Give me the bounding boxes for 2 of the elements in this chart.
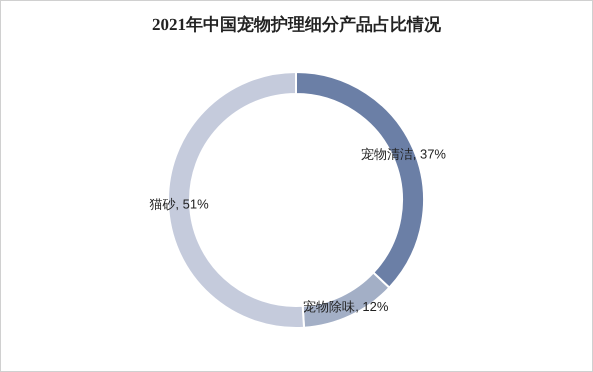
slice-label: 猫砂 [149, 196, 176, 212]
chart-title: 2021年中国宠物护理细分产品占比情况 [152, 15, 442, 34]
